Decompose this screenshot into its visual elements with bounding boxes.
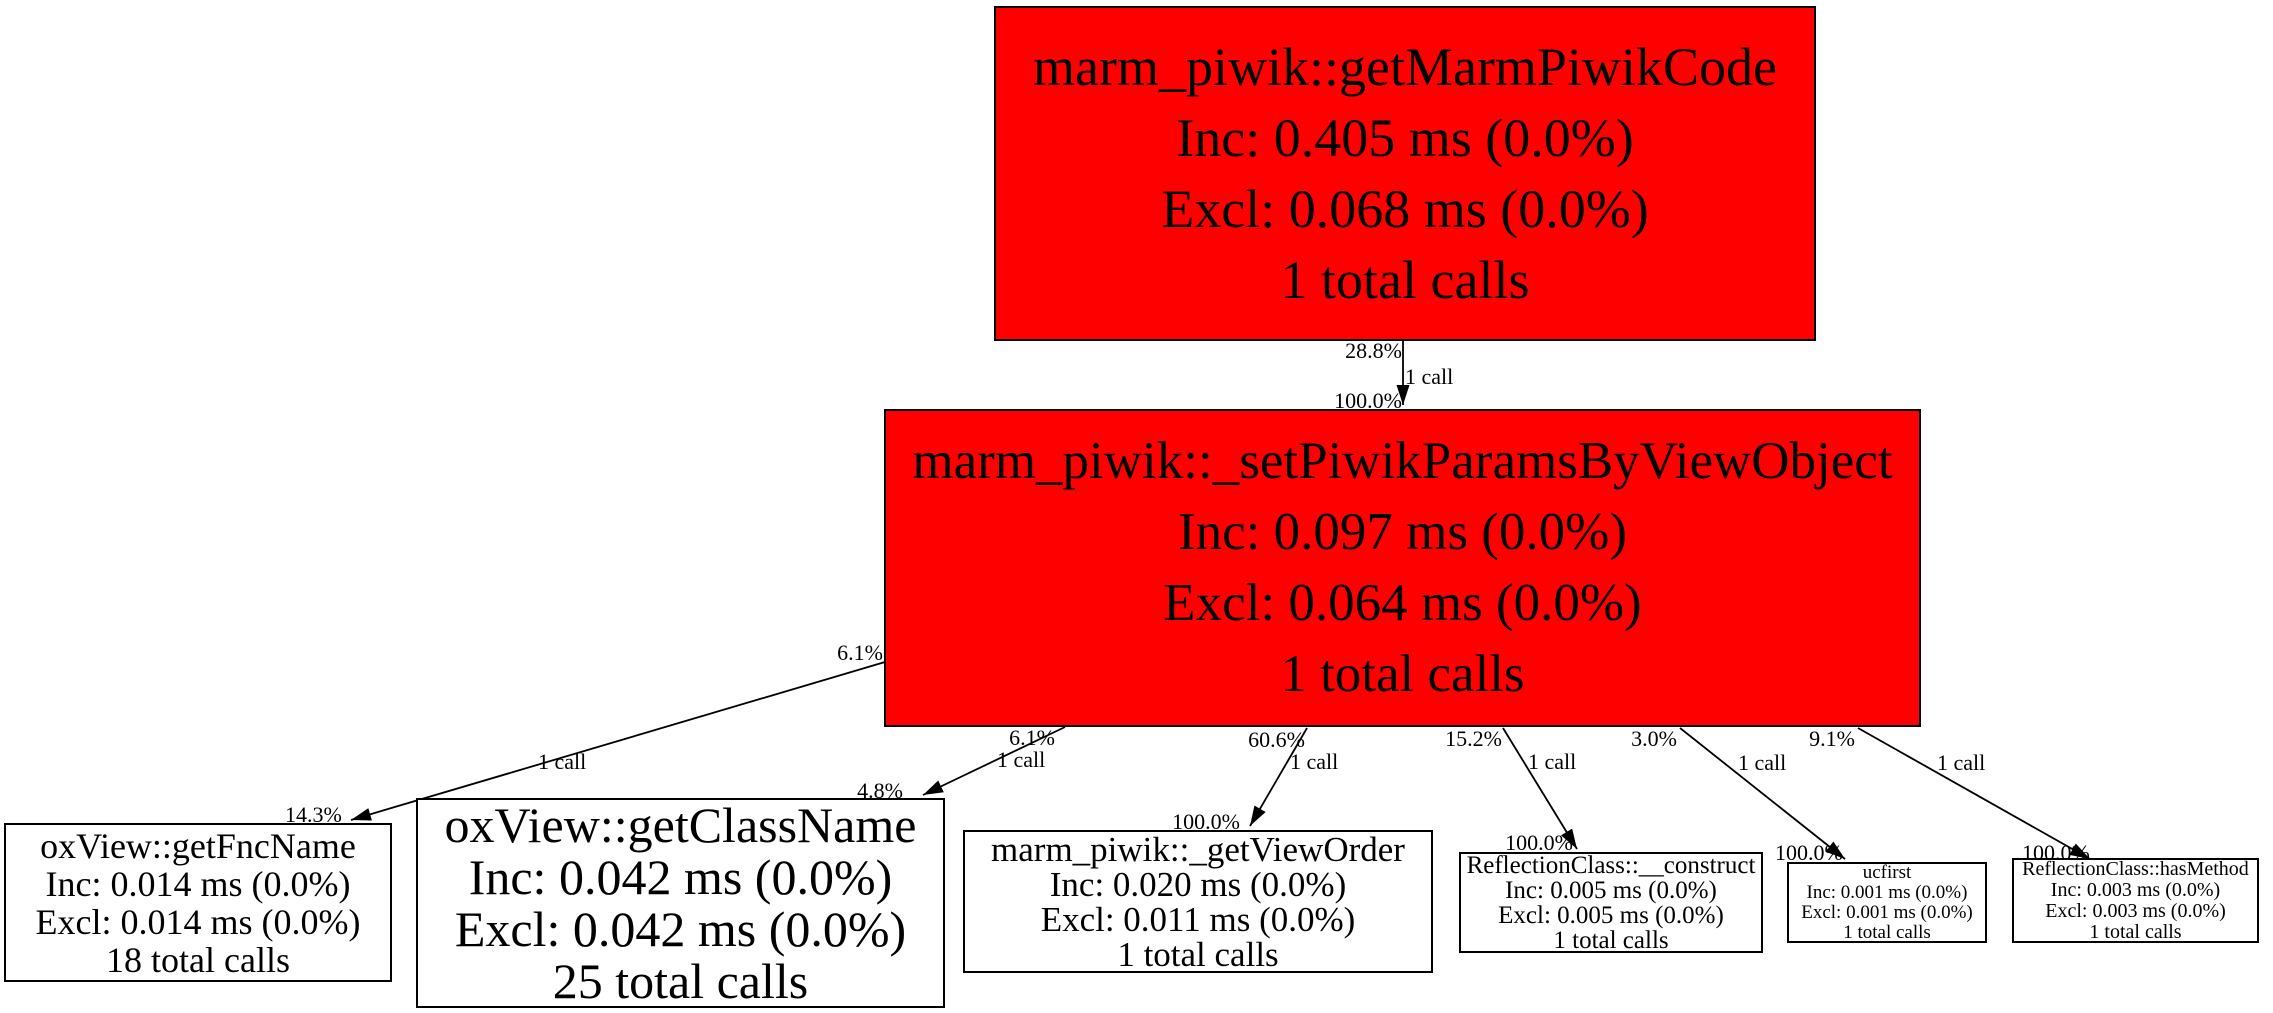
node-inc: Inc: 0.005 ms (0.0%) (1505, 876, 1717, 904)
node-reflectionclass-hasmethod: ReflectionClass::hasMethod Inc: 0.003 ms… (2012, 858, 2259, 943)
edge-call-count: 1 call (1405, 364, 1454, 389)
edge-call-count: 1 call (1290, 749, 1339, 774)
node-calls: 1 total calls (2089, 920, 2182, 943)
node-calls: 1 total calls (1280, 645, 1525, 703)
node-excl: Excl: 0.005 ms (0.0%) (1498, 901, 1724, 929)
node-calls: 1 total calls (1117, 934, 1279, 973)
node-calls: 18 total calls (106, 939, 290, 980)
node-title: oxView::getClassName (444, 798, 917, 853)
edge-call-count: 1 call (538, 749, 587, 774)
edge-tail-percent: 28.8% (1345, 338, 1402, 363)
node-excl: Excl: 0.068 ms (0.0%) (1161, 178, 1649, 239)
node-title: marm_piwik::_getViewOrder (991, 830, 1405, 869)
edge-tail-percent: 9.1% (1809, 726, 1855, 751)
node-ucfirst: ucfirst Inc: 0.001 ms (0.0%) Excl: 0.001… (1787, 862, 1987, 943)
node-calls: 25 total calls (552, 953, 809, 1008)
edge-tail-percent: 3.0% (1631, 726, 1677, 751)
edge-head-percent: 100.0% (1505, 830, 1573, 855)
node-inc: Inc: 0.097 ms (0.0%) (1178, 503, 1627, 561)
node-excl: Excl: 0.014 ms (0.0%) (35, 901, 361, 942)
edge-head-percent: 100.0% (1775, 840, 1843, 865)
node-title: ucfirst (1862, 862, 1912, 883)
edge-head-percent: 14.3% (285, 802, 342, 827)
node-title: oxView::getFncName (40, 825, 356, 866)
node-excl: Excl: 0.003 ms (0.0%) (2045, 899, 2226, 922)
edge-tail-percent: 15.2% (1445, 726, 1502, 751)
node-getclassname: oxView::getClassName Inc: 0.042 ms (0.0%… (416, 798, 945, 1008)
node-inc: Inc: 0.020 ms (0.0%) (1049, 864, 1347, 904)
node-title: marm_piwik::_setPiwikParamsByViewObject (912, 432, 1893, 490)
node-title: ReflectionClass::hasMethod (2022, 858, 2249, 880)
node-calls: 1 total calls (1553, 926, 1669, 953)
node-getvieworder: marm_piwik::_getViewOrder Inc: 0.020 ms … (963, 830, 1433, 973)
edge-head-percent: 100.0% (2022, 840, 2090, 865)
edge-head-percent: 100.0% (1172, 809, 1240, 834)
edge-head-percent: 4.8% (857, 778, 903, 803)
node-getmarmpiwikcode: marm_piwik::getMarmPiwikCode Inc: 0.405 … (994, 6, 1816, 341)
node-excl: Excl: 0.042 ms (0.0%) (454, 901, 907, 957)
node-getfncname: oxView::getFncName Inc: 0.014 ms (0.0%) … (4, 823, 392, 982)
edge-tail-percent: 6.1% (1009, 725, 1055, 750)
edge-call-count: 1 call (997, 747, 1046, 772)
node-setpiwikparamsbyviewobject: marm_piwik::_setPiwikParamsByViewObject … (884, 409, 1921, 727)
node-inc: Inc: 0.001 ms (0.0%) (1806, 881, 1968, 903)
edge-head-percent: 100.0% (1334, 388, 1402, 413)
edge-tail-percent: 6.1% (837, 640, 883, 665)
edge-call-count: 1 call (1937, 750, 1986, 775)
edge-call-count: 1 call (1738, 750, 1787, 775)
node-calls: 1 total calls (1280, 249, 1530, 310)
node-title: marm_piwik::getMarmPiwikCode (1033, 36, 1777, 97)
node-inc: Inc: 0.014 ms (0.0%) (45, 863, 351, 904)
node-calls: 1 total calls (1843, 921, 1931, 943)
edge-call-count: 1 call (1528, 749, 1577, 774)
node-title: ReflectionClass::__construct (1466, 852, 1756, 879)
node-inc: Inc: 0.405 ms (0.0%) (1176, 107, 1634, 168)
node-excl: Excl: 0.011 ms (0.0%) (1040, 899, 1356, 939)
edge-setpiwikparams-to-getfncname (350, 661, 886, 821)
node-excl: Excl: 0.064 ms (0.0%) (1163, 574, 1642, 632)
node-excl: Excl: 0.001 ms (0.0%) (1801, 901, 1973, 923)
node-reflectionclass-construct: ReflectionClass::__construct Inc: 0.005 … (1459, 852, 1763, 953)
node-inc: Inc: 0.042 ms (0.0%) (468, 849, 893, 905)
node-inc: Inc: 0.003 ms (0.0%) (2050, 878, 2221, 901)
edge-tail-percent: 60.6% (1248, 727, 1305, 752)
